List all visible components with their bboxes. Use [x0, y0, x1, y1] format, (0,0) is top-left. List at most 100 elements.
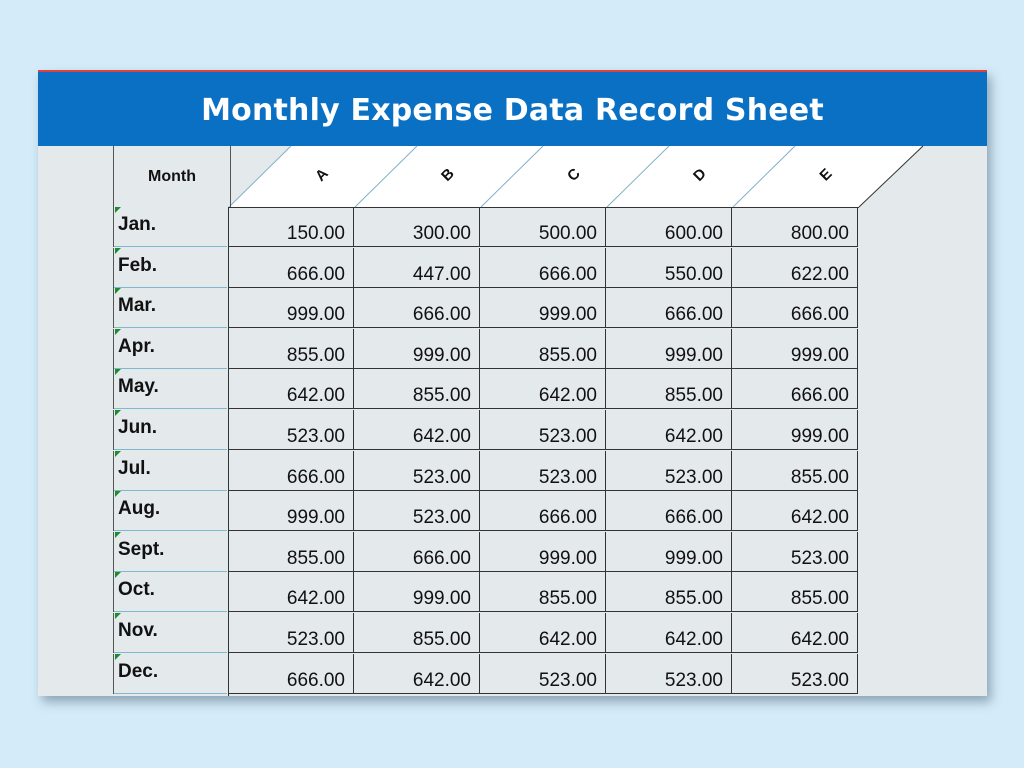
header-divider-2 — [480, 145, 544, 208]
value-cell-b[interactable]: 855.00 — [354, 369, 480, 410]
value-text: 642.00 — [286, 588, 345, 610]
value-cell-b[interactable]: 999.00 — [354, 328, 480, 369]
value-cell-b[interactable]: 447.00 — [354, 247, 480, 288]
value-text: 855.00 — [412, 385, 471, 407]
value-cell-c[interactable]: 642.00 — [480, 613, 606, 653]
value-cell-c[interactable]: 523.00 — [480, 450, 606, 491]
value-text: 999.00 — [790, 426, 849, 447]
value-cell-e[interactable]: 666.00 — [732, 288, 858, 329]
value-cell-d[interactable]: 642.00 — [606, 613, 732, 653]
value-text: 999.00 — [412, 344, 471, 366]
value-cell-d[interactable]: 855.00 — [606, 369, 732, 410]
title-banner: Monthly Expense Data Record Sheet — [38, 72, 987, 146]
value-cell-b[interactable]: 999.00 — [354, 572, 480, 613]
value-cell-e[interactable]: 800.00 — [732, 207, 858, 247]
table-left-border — [228, 207, 229, 696]
value-cell-a[interactable]: 642.00 — [228, 369, 354, 410]
value-text: 800.00 — [790, 223, 849, 244]
value-cell-c[interactable]: 999.00 — [480, 288, 606, 329]
value-cell-b[interactable]: 300.00 — [354, 207, 480, 247]
value-cell-e[interactable]: 642.00 — [732, 613, 858, 653]
value-cell-c[interactable]: 855.00 — [480, 328, 606, 369]
month-cell[interactable]: Mar. — [113, 288, 229, 329]
month-cell[interactable]: Nov. — [113, 613, 229, 653]
value-cell-b[interactable]: 523.00 — [354, 491, 480, 532]
month-cell-underline — [114, 611, 227, 613]
value-cell-a[interactable]: 666.00 — [228, 653, 354, 694]
month-cell[interactable]: May. — [113, 369, 229, 410]
value-cell-e[interactable]: 642.00 — [732, 491, 858, 532]
value-text: 642.00 — [790, 629, 849, 650]
value-cell-e[interactable]: 666.00 — [732, 369, 858, 410]
sheet-top-accent-line — [38, 70, 987, 72]
value-cell-b[interactable]: 666.00 — [354, 288, 480, 329]
month-cell[interactable]: Oct. — [113, 572, 229, 613]
month-cell[interactable]: Sept. — [113, 531, 229, 572]
cell-marker-icon — [115, 288, 121, 295]
month-label: Jun. — [118, 417, 158, 438]
month-cell[interactable]: Jan. — [113, 207, 229, 247]
month-cell[interactable]: Dec. — [113, 653, 229, 694]
value-text: 622.00 — [790, 263, 849, 285]
month-cell-underline — [114, 246, 227, 247]
value-cell-e[interactable]: 999.00 — [732, 328, 858, 369]
value-cell-a[interactable]: 150.00 — [228, 207, 354, 247]
value-text: 600.00 — [664, 223, 723, 244]
value-cell-c[interactable]: 500.00 — [480, 207, 606, 247]
value-cell-d[interactable]: 855.00 — [606, 572, 732, 613]
value-cell-a[interactable]: 999.00 — [228, 288, 354, 329]
value-cell-b[interactable]: 642.00 — [354, 653, 480, 694]
value-cell-d[interactable]: 666.00 — [606, 288, 732, 329]
value-cell-c[interactable]: 523.00 — [480, 410, 606, 450]
header-divider-0 — [228, 145, 292, 208]
month-cell[interactable]: Jul. — [113, 450, 229, 491]
value-cell-a[interactable]: 666.00 — [228, 247, 354, 288]
value-text: 666.00 — [412, 547, 471, 569]
value-cell-b[interactable]: 523.00 — [354, 450, 480, 491]
value-cell-b[interactable]: 855.00 — [354, 613, 480, 653]
value-text: 523.00 — [538, 426, 597, 447]
value-cell-a[interactable]: 855.00 — [228, 531, 354, 572]
value-text: 642.00 — [412, 669, 471, 691]
value-cell-c[interactable]: 855.00 — [480, 572, 606, 613]
value-text: 642.00 — [664, 426, 723, 447]
value-cell-a[interactable]: 855.00 — [228, 328, 354, 369]
value-cell-e[interactable]: 523.00 — [732, 531, 858, 572]
month-cell[interactable]: Apr. — [113, 328, 229, 369]
month-label: Dec. — [118, 660, 159, 682]
value-cell-e[interactable]: 855.00 — [732, 572, 858, 613]
month-cell[interactable]: Feb. — [113, 247, 229, 288]
value-cell-c[interactable]: 999.00 — [480, 531, 606, 572]
value-cell-c[interactable]: 523.00 — [480, 653, 606, 694]
value-cell-e[interactable]: 855.00 — [732, 450, 858, 491]
value-cell-e[interactable]: 622.00 — [732, 247, 858, 288]
value-text: 523.00 — [790, 669, 849, 691]
value-cell-b[interactable]: 642.00 — [354, 410, 480, 450]
cell-marker-icon — [115, 247, 121, 254]
value-cell-d[interactable]: 999.00 — [606, 531, 732, 572]
value-cell-a[interactable]: 642.00 — [228, 572, 354, 613]
value-cell-d[interactable]: 523.00 — [606, 450, 732, 491]
value-text: 855.00 — [538, 588, 597, 610]
value-cell-d[interactable]: 666.00 — [606, 491, 732, 532]
value-cell-c[interactable]: 642.00 — [480, 369, 606, 410]
month-cell[interactable]: Jun. — [113, 410, 229, 450]
value-cell-a[interactable]: 523.00 — [228, 410, 354, 450]
value-cell-c[interactable]: 666.00 — [480, 247, 606, 288]
value-text: 666.00 — [538, 263, 597, 285]
month-cell[interactable]: Aug. — [113, 491, 229, 532]
value-cell-d[interactable]: 642.00 — [606, 410, 732, 450]
value-cell-a[interactable]: 666.00 — [228, 450, 354, 491]
value-text: 999.00 — [286, 304, 345, 326]
value-cell-c[interactable]: 666.00 — [480, 491, 606, 532]
value-cell-a[interactable]: 999.00 — [228, 491, 354, 532]
value-cell-b[interactable]: 666.00 — [354, 531, 480, 572]
value-cell-e[interactable]: 523.00 — [732, 653, 858, 694]
value-cell-d[interactable]: 999.00 — [606, 328, 732, 369]
value-cell-a[interactable]: 523.00 — [228, 613, 354, 653]
value-cell-d[interactable]: 550.00 — [606, 247, 732, 288]
header-divider-3 — [606, 145, 670, 208]
value-cell-d[interactable]: 523.00 — [606, 653, 732, 694]
value-cell-e[interactable]: 999.00 — [732, 410, 858, 450]
value-cell-d[interactable]: 600.00 — [606, 207, 732, 247]
